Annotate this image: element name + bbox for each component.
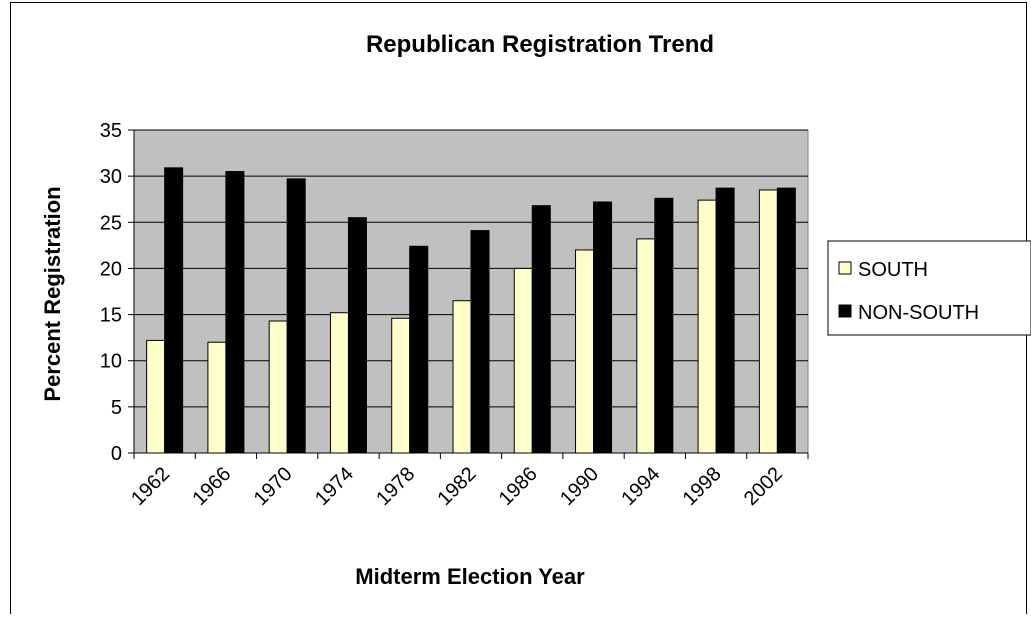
legend-box: [827, 240, 1031, 336]
x-tick-label: 1974: [311, 463, 358, 510]
bar-south-1998: [697, 199, 717, 454]
legend: SOUTH NON-SOUTH: [827, 240, 1031, 336]
bar-non-south-1978: [409, 245, 429, 454]
bar-non-south-1982: [470, 230, 490, 454]
y-tick-label: 35: [100, 120, 122, 142]
legend-swatch-south: [838, 261, 852, 275]
bar-south-2002: [758, 189, 778, 454]
bar-south-1970: [268, 320, 288, 454]
x-tick-label: 1970: [250, 463, 297, 510]
bar-non-south-1962: [164, 167, 184, 454]
legend-label-south: SOUTH: [858, 259, 928, 281]
x-tick-label: 1966: [188, 463, 235, 510]
chart-title: Republican Registration Trend: [366, 31, 714, 58]
bar-non-south-1990: [593, 201, 613, 454]
x-tick-label: 2002: [740, 463, 787, 510]
bar-non-south-1986: [531, 205, 551, 454]
bar-south-1986: [513, 267, 533, 454]
bar-non-south-2002: [776, 187, 796, 454]
x-tick-label: 1998: [679, 463, 726, 510]
bar-south-1966: [207, 341, 227, 454]
x-tick-label: 1990: [556, 463, 603, 510]
x-tick-label: 1986: [495, 463, 542, 510]
bar-non-south-1974: [347, 217, 367, 454]
legend-swatch-non-south: [838, 304, 852, 318]
y-axis-title: Percent Registration: [40, 186, 65, 401]
y-tick-label: 15: [100, 305, 122, 327]
x-axis-title: Midterm Election Year: [355, 564, 585, 589]
y-tick-label: 30: [100, 166, 122, 188]
x-tick-label: 1982: [434, 463, 481, 510]
x-tick-label: 1962: [127, 463, 174, 510]
x-axis-ticks: 1962 1966 1970 1974 1978 1982 1986 1990 1994 1998…: [127, 453, 809, 510]
y-axis-ticks: 0 5 10 15 20 25 30 35: [100, 120, 134, 465]
bar-non-south-1998: [715, 187, 735, 454]
legend-label-non-south: NON-SOUTH: [858, 302, 979, 324]
y-tick-label: 20: [100, 258, 122, 280]
bar-non-south-1970: [286, 178, 306, 454]
bar-south-1978: [391, 317, 411, 454]
bar-south-1990: [575, 249, 595, 454]
bar-south-1994: [636, 238, 656, 454]
y-tick-label: 0: [111, 443, 122, 465]
bar-south-1974: [329, 312, 349, 454]
bar-south-1982: [452, 300, 472, 454]
bars: [146, 167, 796, 454]
y-tick-label: 5: [111, 397, 122, 419]
bar-south-1962: [146, 339, 166, 454]
x-tick-label: 1978: [372, 463, 419, 510]
y-tick-label: 10: [100, 351, 122, 373]
y-tick-label: 25: [100, 212, 122, 234]
bar-non-south-1994: [654, 197, 674, 454]
bar-non-south-1966: [225, 171, 245, 454]
x-tick-label: 1994: [617, 463, 664, 510]
